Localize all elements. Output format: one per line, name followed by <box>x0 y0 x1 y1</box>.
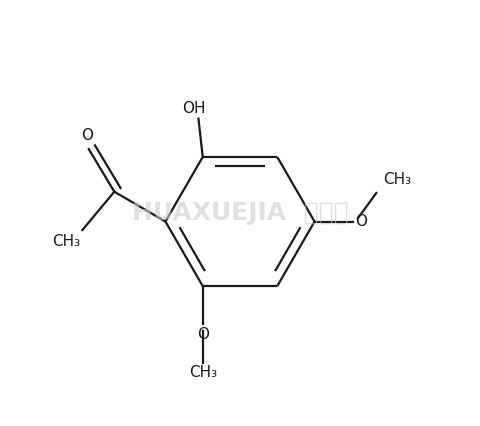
Text: HUAXUEJIA  化学加: HUAXUEJIA 化学加 <box>132 201 348 225</box>
Text: OH: OH <box>182 101 206 116</box>
Text: CH₃: CH₃ <box>189 365 217 380</box>
Text: CH₃: CH₃ <box>52 234 80 249</box>
Text: CH₃: CH₃ <box>383 173 411 187</box>
Text: O: O <box>197 327 209 342</box>
Text: O: O <box>81 128 93 143</box>
Text: O: O <box>355 214 367 229</box>
